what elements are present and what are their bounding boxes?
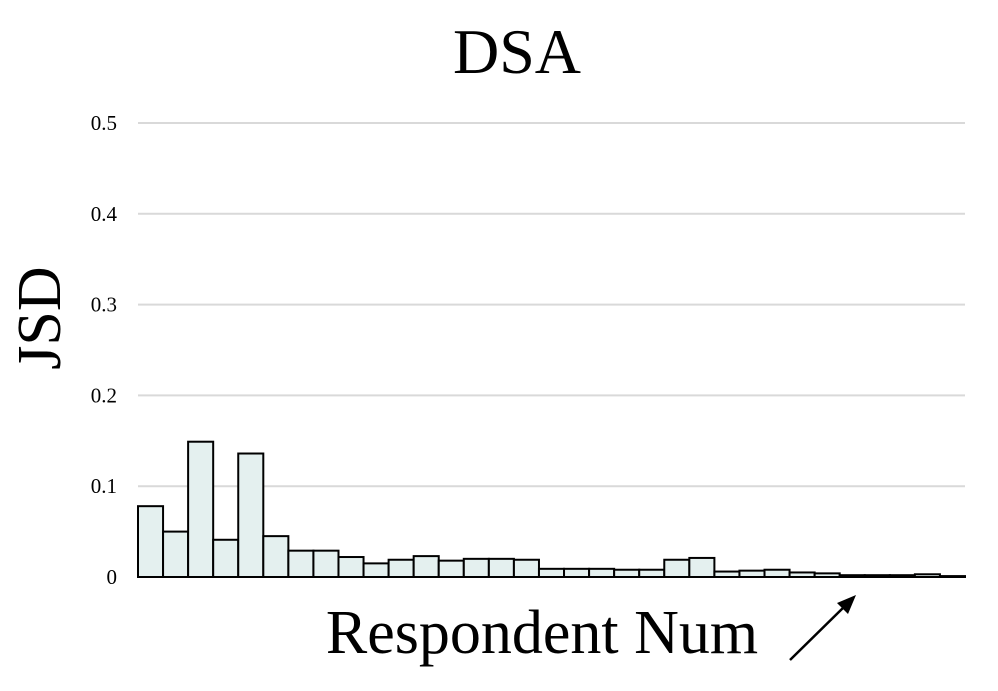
bar xyxy=(387,558,415,578)
bar xyxy=(512,558,540,578)
bar xyxy=(287,549,315,579)
y-tick-label: 0.5 xyxy=(91,111,117,135)
bar xyxy=(462,557,490,579)
y-axis-label: JSD xyxy=(6,266,74,369)
y-tick-label: 0.4 xyxy=(91,202,118,226)
bar xyxy=(362,562,390,579)
y-tick-label: 0.2 xyxy=(91,383,117,407)
bar xyxy=(337,556,365,578)
bar xyxy=(638,568,666,579)
gridlines xyxy=(138,122,965,488)
bar xyxy=(412,555,440,579)
bar xyxy=(588,567,616,579)
bar xyxy=(262,535,290,579)
bar xyxy=(537,567,566,579)
bar xyxy=(212,538,240,578)
bar xyxy=(663,558,691,578)
y-tick-labels: 0 0.1 0.2 0.3 0.4 0.5 xyxy=(91,111,118,589)
bar xyxy=(312,549,340,579)
bar xyxy=(237,452,265,578)
chart-title: DSA xyxy=(453,16,581,87)
arrow-icon xyxy=(789,595,856,661)
y-tick-label: 0 xyxy=(107,565,118,589)
y-tick-label: 0.1 xyxy=(91,474,117,498)
bar xyxy=(563,567,591,579)
bar xyxy=(187,440,215,579)
bar xyxy=(688,556,716,579)
bar xyxy=(162,530,190,578)
y-tick-label: 0.3 xyxy=(91,293,117,317)
bar xyxy=(487,557,515,579)
bar xyxy=(613,568,641,579)
bar xyxy=(763,568,791,579)
bars xyxy=(137,440,966,579)
bar xyxy=(437,559,465,579)
bar xyxy=(137,505,165,578)
x-axis-label: Respondent Num xyxy=(326,599,758,667)
